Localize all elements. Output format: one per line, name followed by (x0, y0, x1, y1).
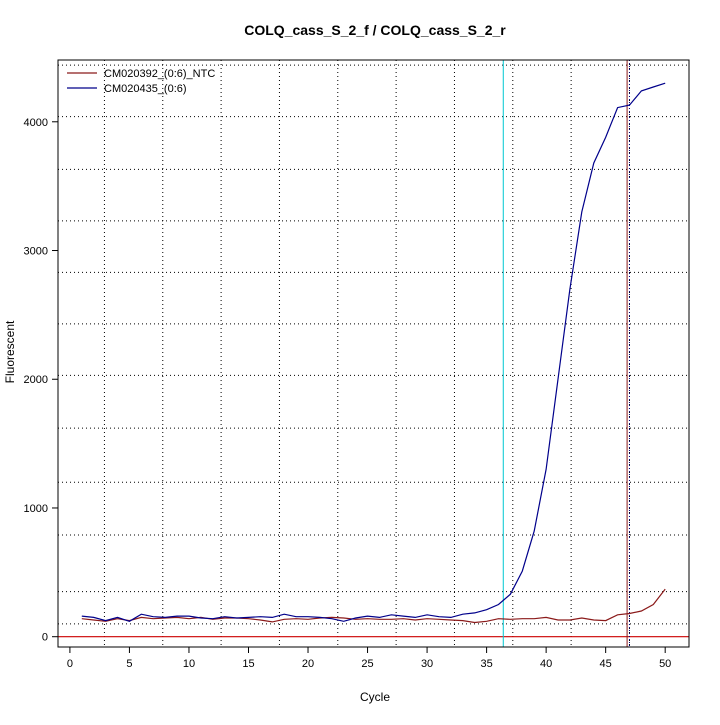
y-tick-label: 0 (42, 632, 48, 644)
series-line-2 (81, 82, 666, 622)
y-tick-label: 1000 (24, 503, 48, 515)
x-tick-label: 30 (421, 658, 433, 670)
plot-frame (57, 59, 690, 648)
x-tick-label: 35 (480, 658, 492, 670)
grid-layer (58, 60, 689, 647)
x-tick-label: 25 (361, 658, 373, 670)
series-layer (81, 82, 666, 624)
x-tick-label: 10 (183, 658, 195, 670)
reference-lines (58, 60, 689, 647)
y-tick-label: 2000 (24, 374, 48, 386)
x-tick-label: 20 (302, 658, 314, 670)
y-axis: 0 1000 2000 3000 4000 (24, 117, 59, 644)
x-tick-label: 15 (242, 658, 254, 670)
y-tick-label: 4000 (24, 117, 48, 129)
x-axis: 0 5 10 15 20 25 30 35 40 45 50 (67, 646, 671, 670)
x-tick-label: 50 (659, 658, 671, 670)
legend-label: CM020392_(0:6)_NTC (104, 68, 215, 80)
y-axis-label: Fluorescent (3, 320, 17, 383)
series-line-1 (81, 588, 666, 624)
y-tick-label: 3000 (24, 246, 48, 258)
x-tick-label: 5 (126, 658, 132, 670)
legend-label: CM020435_(0:6) (104, 83, 187, 95)
chart-title: COLQ_cass_S_2_f / COLQ_cass_S_2_r (244, 22, 506, 38)
x-tick-label: 45 (600, 658, 612, 670)
x-tick-label: 0 (67, 658, 73, 670)
x-tick-label: 40 (540, 658, 552, 670)
legend: CM020392_(0:6)_NTC CM020435_(0:6) (67, 68, 215, 95)
x-axis-label: Cycle (360, 690, 390, 704)
